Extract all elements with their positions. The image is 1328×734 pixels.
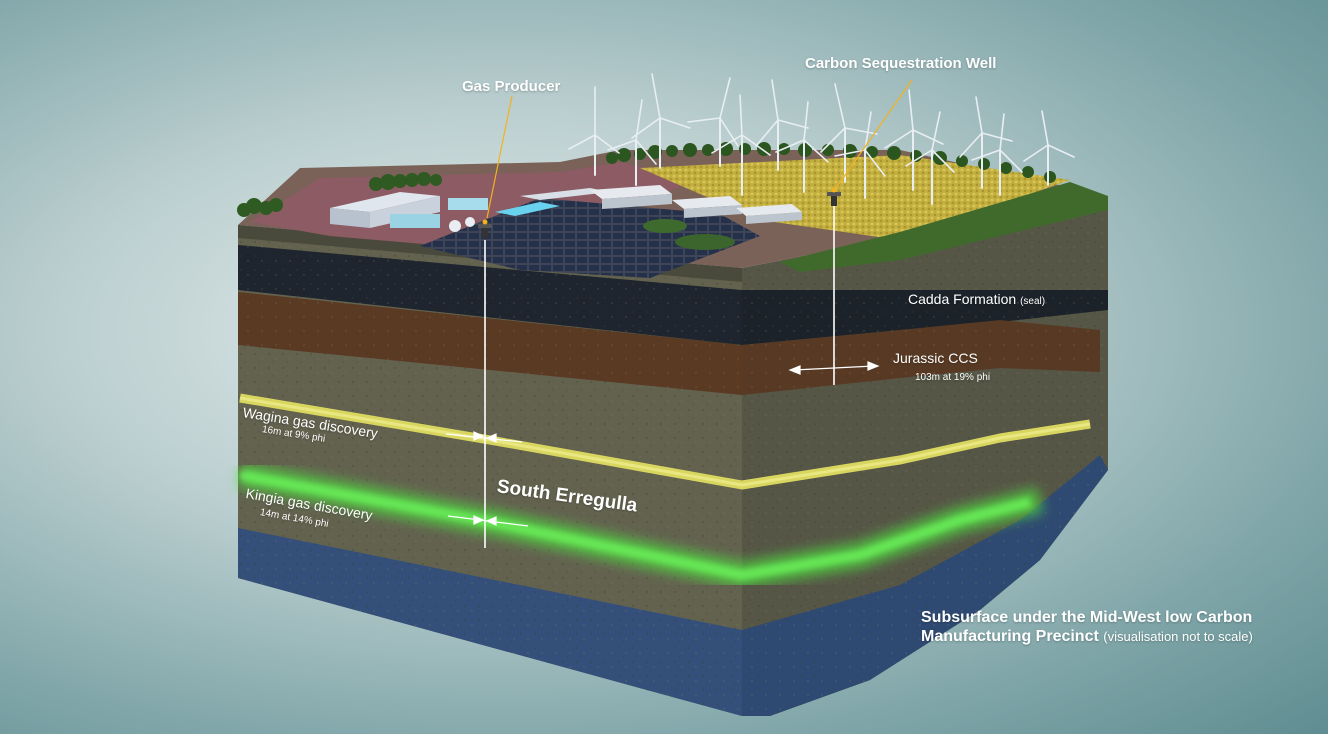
caption-line-2: Manufacturing Precinct bbox=[921, 628, 1099, 645]
cadda-name: Cadda Formation bbox=[908, 291, 1017, 307]
gas-producer-wellhead bbox=[478, 219, 492, 238]
trees-left bbox=[237, 172, 442, 217]
wagina-arrow bbox=[445, 431, 523, 443]
carbon-well-leader bbox=[835, 79, 913, 189]
jurassic-arrow bbox=[788, 361, 880, 375]
sheds bbox=[590, 185, 802, 224]
grass-right bbox=[780, 182, 1108, 272]
jurassic-detail: 103m at 19% phi bbox=[915, 372, 991, 383]
cadda-note: (seal) bbox=[1020, 296, 1046, 307]
carbon-well-label: Carbon Sequestration Well bbox=[805, 55, 997, 72]
kingia-seam bbox=[239, 470, 1032, 580]
cadda-label: Cadda Formation (seal) bbox=[908, 291, 1045, 307]
gas-producer-leader bbox=[486, 95, 513, 219]
kingia-arrow bbox=[447, 515, 529, 527]
caption-line-2-wrap: Manufacturing Precinct (visualisation no… bbox=[921, 627, 1253, 646]
wind-turbines bbox=[568, 73, 1075, 205]
solar-array bbox=[420, 198, 760, 278]
gas-producer-label: Gas Producer bbox=[462, 78, 561, 95]
caption-note: (visualisation not to scale) bbox=[1103, 629, 1253, 644]
caption-line-1: Subsurface under the Mid-West low Carbon bbox=[921, 609, 1253, 626]
diagram-caption: Subsurface under the Mid-West low Carbon… bbox=[921, 608, 1253, 646]
carbon-well-wellhead bbox=[827, 187, 841, 206]
crop-field bbox=[640, 155, 1070, 240]
gas-plant bbox=[330, 188, 610, 232]
jurassic-label: Jurassic CCS bbox=[893, 350, 978, 366]
